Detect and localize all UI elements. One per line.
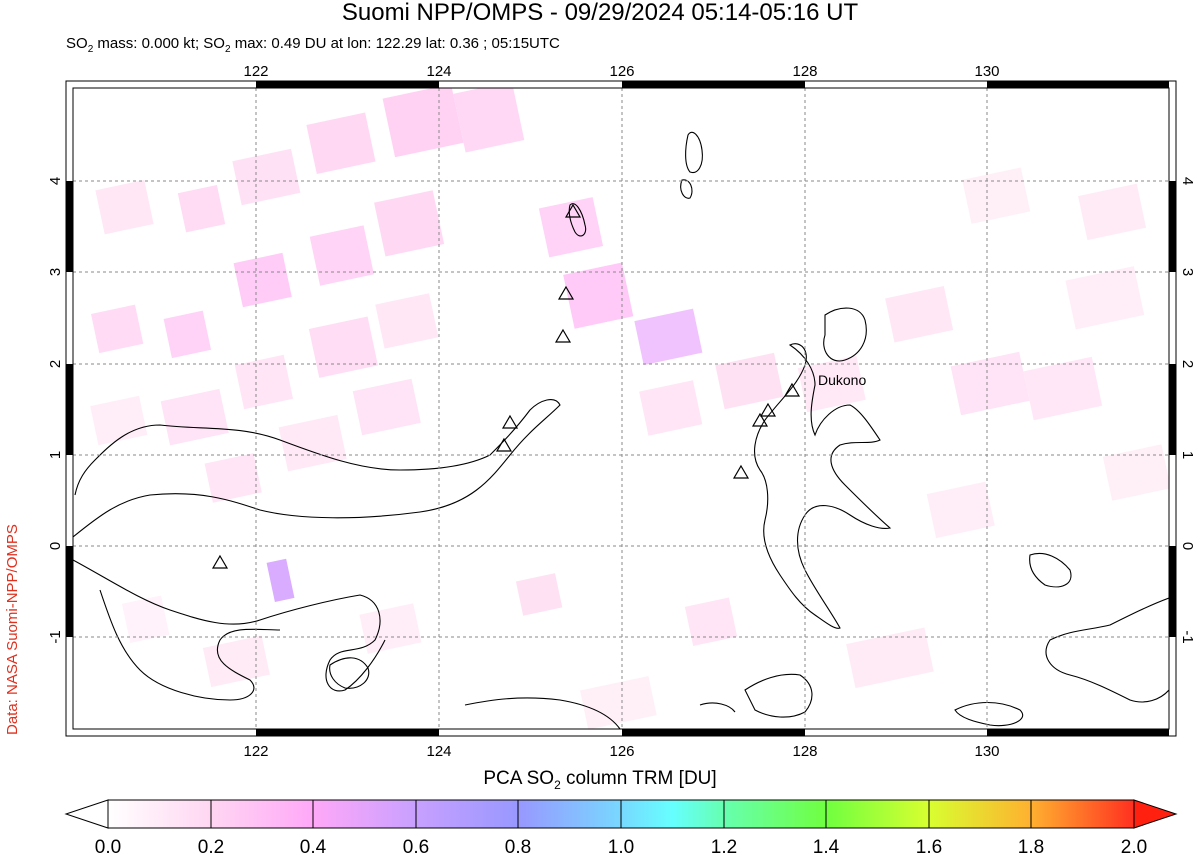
svg-text:124: 124 [426, 743, 451, 760]
colorbar-title: PCA SO2 column TRM [DU] [483, 768, 717, 792]
svg-text:126: 126 [609, 743, 634, 760]
volcano-marker [557, 285, 575, 300]
svg-text:-1: -1 [1179, 630, 1196, 643]
svg-text:1: 1 [1179, 451, 1196, 459]
volcano-markers [211, 203, 801, 569]
svg-text:3: 3 [47, 268, 64, 276]
svg-text:2.0: 2.0 [1121, 837, 1147, 855]
svg-text:124: 124 [426, 63, 451, 80]
svg-text:122: 122 [243, 63, 268, 80]
coastline-sulawesi [73, 399, 561, 701]
volcano-marker [495, 437, 513, 452]
svg-text:1.4: 1.4 [813, 837, 840, 855]
coastline-morotai [680, 131, 703, 199]
svg-text:130: 130 [974, 63, 999, 80]
svg-text:0: 0 [1179, 542, 1196, 550]
volcano-marker [554, 328, 572, 343]
svg-text:1.8: 1.8 [1018, 837, 1044, 855]
volcano-marker [501, 414, 519, 429]
volcano-marker [783, 382, 801, 397]
svg-text:1.0: 1.0 [608, 837, 634, 855]
coastline-newguinea [1029, 552, 1169, 703]
svg-text:3: 3 [1179, 268, 1196, 276]
svg-text:126: 126 [609, 63, 634, 80]
svg-text:4: 4 [47, 177, 64, 185]
svg-text:1.2: 1.2 [711, 837, 737, 855]
volcano-marker [564, 203, 582, 218]
svg-text:-1: -1 [47, 630, 64, 643]
volcano-marker [211, 554, 229, 569]
svg-text:0.6: 0.6 [403, 837, 429, 855]
coastline-southwest-islands [329, 657, 1023, 727]
graticule [73, 88, 1169, 729]
svg-text:0.0: 0.0 [95, 837, 121, 855]
svg-text:128: 128 [792, 63, 817, 80]
map-frame [65, 80, 1177, 737]
volcano-marker [759, 402, 777, 417]
volcano-marker [751, 412, 769, 427]
svg-text:2: 2 [47, 360, 64, 368]
colorbar-ticks: 0.0 0.2 0.4 0.6 0.8 1.0 1.2 1.4 1.6 1.8 … [95, 837, 1147, 855]
svg-text:122: 122 [243, 743, 268, 760]
svg-text:4: 4 [1179, 177, 1196, 185]
lon-ticks-bottom: 122 124 126 128 130 [243, 743, 999, 760]
svg-text:128: 128 [792, 743, 817, 760]
svg-text:0.4: 0.4 [300, 837, 327, 855]
volcano-marker [732, 464, 750, 479]
svg-text:0: 0 [47, 542, 64, 550]
lon-ticks-top: 122 124 126 128 130 [243, 63, 999, 80]
svg-text:1.6: 1.6 [916, 837, 942, 855]
subtitle: SO2 mass: 0.000 kt; SO2 max: 0.49 DU at … [66, 35, 560, 55]
svg-text:130: 130 [974, 743, 999, 760]
lat-ticks-right: 4 3 2 1 0 -1 [1179, 177, 1196, 644]
svg-text:0.8: 0.8 [505, 837, 531, 855]
coastline-sula [464, 673, 813, 729]
svg-text:2: 2 [1179, 360, 1196, 368]
colorbar-ticklines [210, 800, 1032, 828]
lat-ticks-left: 4 3 2 1 0 -1 [47, 177, 64, 644]
colorbar-low-arrow [64, 799, 109, 829]
svg-text:0.2: 0.2 [198, 837, 224, 855]
colorbar: 0.0 0.2 0.4 0.6 0.8 1.0 1.2 1.4 1.6 1.8 … [64, 799, 1178, 855]
svg-text:1: 1 [47, 451, 64, 459]
page-title: Suomi NPP/OMPS - 09/29/2024 05:14-05:16 … [341, 0, 859, 26]
colorbar-high-arrow [1133, 799, 1178, 829]
volcano-label-dukono: Dukono [818, 372, 866, 388]
